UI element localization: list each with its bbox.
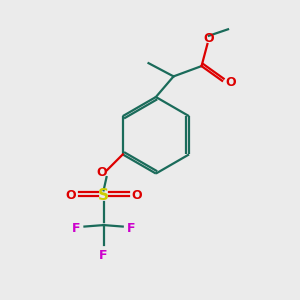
Text: O: O (65, 189, 76, 202)
Text: S: S (98, 188, 109, 203)
Text: F: F (71, 221, 80, 235)
Text: F: F (99, 249, 108, 262)
Text: O: O (96, 166, 106, 178)
Text: O: O (132, 189, 142, 202)
Text: F: F (127, 221, 136, 235)
Text: O: O (225, 76, 236, 89)
Text: O: O (204, 32, 214, 45)
